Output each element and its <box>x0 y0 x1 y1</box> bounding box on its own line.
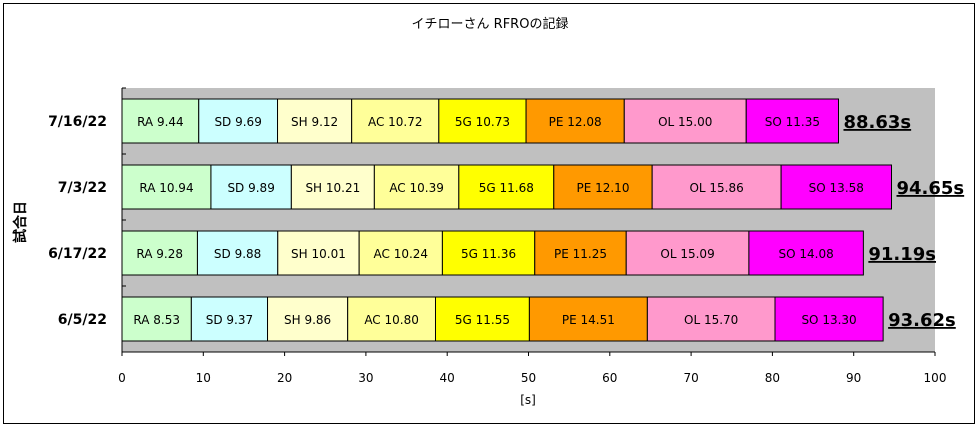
x-tick-label: 100 <box>924 371 947 385</box>
category-label: 6/5/22 <box>58 312 107 328</box>
segment-label: RA 10.94 <box>139 181 193 195</box>
bar-segment-sh <box>267 296 349 342</box>
segment-label: AC 10.80 <box>364 313 419 327</box>
bar-segment-ac <box>373 164 460 210</box>
segment-label: SO 13.30 <box>801 313 856 327</box>
segment-label: OL 15.00 <box>658 115 712 129</box>
x-tick-label: 10 <box>196 371 211 385</box>
x-tick-label: 80 <box>765 371 780 385</box>
segment-label: 5G 11.68 <box>479 181 534 195</box>
x-tick-label: 0 <box>118 371 126 385</box>
segment-label: SH 10.21 <box>305 181 360 195</box>
segment-label: RA 8.53 <box>133 313 180 327</box>
category-label: 7/3/22 <box>58 180 107 196</box>
total-label: 94.65s <box>897 178 965 199</box>
segment-label: AC 10.72 <box>368 115 423 129</box>
segment-label: RA 9.44 <box>137 115 184 129</box>
segment-label: PE 11.25 <box>554 247 607 261</box>
bar-segment-5g <box>441 230 536 276</box>
segment-label: AC 10.24 <box>374 247 429 261</box>
bar-segment-5g <box>458 164 555 210</box>
segment-label: 5G 11.55 <box>455 313 510 327</box>
bars-group: RA 9.44 SD 9.69 SH 9.12 AC 10.72 5G 10.73 PE … <box>121 98 965 342</box>
bar-segment-so <box>748 230 864 276</box>
segment-label: 5G 10.73 <box>455 115 510 129</box>
segment-label: PE 12.10 <box>576 181 629 195</box>
bar-segment-5g <box>434 296 530 342</box>
bar-segment-so <box>780 164 893 210</box>
segment-label: OL 15.86 <box>689 181 743 195</box>
segment-label: SD 9.69 <box>214 115 261 129</box>
x-tick-label: 30 <box>358 371 373 385</box>
bar-segment-sd <box>196 230 279 276</box>
total-label: 93.62s <box>888 310 956 331</box>
segment-label: SD 9.88 <box>214 247 261 261</box>
x-tick-label: 90 <box>846 371 861 385</box>
bar-segment-ra <box>121 98 200 144</box>
segment-label: RA 9.28 <box>136 247 183 261</box>
segment-label: AC 10.39 <box>389 181 444 195</box>
segment-label: OL 15.09 <box>660 247 714 261</box>
bar-segment-sd <box>210 164 292 210</box>
segment-label: SO 14.08 <box>779 247 834 261</box>
category-label: 6/17/22 <box>48 246 107 262</box>
bar-segment-so <box>745 98 839 144</box>
bar-segment-so <box>774 296 884 342</box>
bar-segment-ac <box>358 230 443 276</box>
y-axis-label: 試合日 <box>12 201 29 243</box>
total-label: 91.19s <box>868 244 936 265</box>
bar-segment-ol <box>651 164 782 210</box>
bar-segment-ra <box>121 230 198 276</box>
segment-label: SD 9.89 <box>227 181 274 195</box>
segment-label: SH 9.86 <box>284 313 331 327</box>
category-label: 7/16/22 <box>48 114 107 130</box>
bar-segment-sd <box>198 98 279 144</box>
bar-segment-sh <box>277 230 360 276</box>
segment-label: OL 15.70 <box>684 313 738 327</box>
segment-label: 5G 11.36 <box>461 247 516 261</box>
segment-label: PE 14.51 <box>562 313 615 327</box>
y-category-labels: 7/16/22 7/3/22 6/17/22 6/5/22 <box>48 114 107 328</box>
x-axis-label: [s] <box>520 393 536 407</box>
x-tick-label: 60 <box>602 371 617 385</box>
bar-segment-pe <box>553 164 653 210</box>
bar-segment-sd <box>190 296 269 342</box>
segment-label: SO 11.35 <box>765 115 820 129</box>
segment-label: SO 13.58 <box>809 181 864 195</box>
segment-label: SD 9.37 <box>206 313 253 327</box>
segment-label: SH 9.12 <box>291 115 338 129</box>
x-tick-label: 20 <box>277 371 292 385</box>
x-tick-label: 50 <box>521 371 536 385</box>
segment-label: SH 10.01 <box>291 247 346 261</box>
x-axis: 0 10 20 30 40 50 60 70 80 90 100 <box>118 87 947 385</box>
segment-label: PE 12.08 <box>549 115 602 129</box>
chart-title: イチローさん RFROの記録 <box>412 16 569 32</box>
bar-segment-pe <box>534 230 627 276</box>
x-tick-label: 40 <box>440 371 455 385</box>
total-label: 88.63s <box>843 112 911 133</box>
x-tick-label: 70 <box>683 371 698 385</box>
